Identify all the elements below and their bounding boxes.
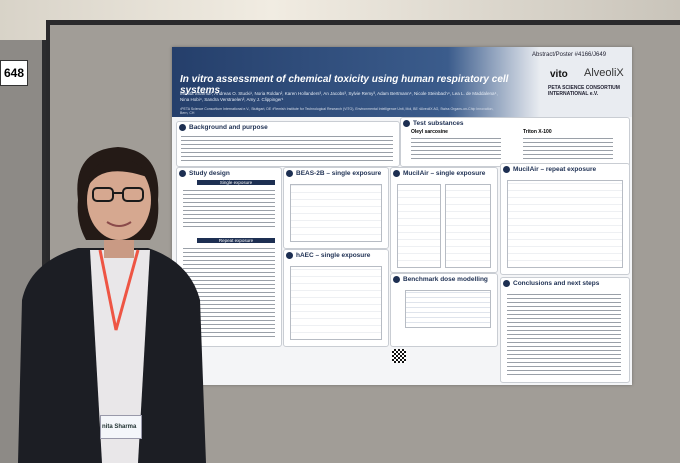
section-heading: BEAS-2B – single exposure [284, 168, 388, 179]
mucilair-repeat-section: MucilAir – repeat exposure [500, 163, 630, 275]
beas-section: BEAS-2B – single exposure [283, 167, 389, 249]
plot [507, 180, 623, 268]
plot [397, 184, 441, 268]
shirt [90, 250, 150, 463]
section-heading: Study design [177, 168, 281, 179]
diagram [183, 190, 275, 230]
logo-vito: vito [550, 69, 568, 80]
logo-peta: PETA SCIENCE CONSORTIUM INTERNATIONAL e.… [548, 85, 620, 97]
body-text [507, 294, 621, 376]
body-text [523, 138, 613, 160]
badge: nita Sharma [100, 415, 142, 439]
section-heading: MucilAir – repeat exposure [501, 164, 629, 175]
plot [445, 184, 491, 268]
plot [290, 266, 382, 340]
conclusions-section: Conclusions and next steps [500, 277, 630, 383]
benchmark-section: Benchmark dose modelling [390, 273, 498, 347]
mucilair-single-section: MucilAir – single exposure [390, 167, 498, 273]
body-text [411, 138, 501, 160]
neck [104, 236, 134, 258]
mouth [106, 221, 132, 227]
face [87, 160, 151, 240]
section-heading: hAEC – single exposure [284, 250, 388, 261]
background-section: Background and purpose [176, 121, 400, 167]
poster-title: In vitro assessment of chemical toxicity… [180, 74, 509, 96]
authors: Monita Sharma¹, Andreas O. Stucki¹, Nori… [180, 91, 498, 102]
lanyard [98, 249, 140, 331]
abstract-number: Abstract/Poster #4166/J649 [532, 52, 607, 58]
glasses [92, 187, 144, 202]
plot [290, 184, 382, 242]
title-bar [172, 47, 632, 117]
body-text [181, 136, 393, 162]
booth-number: 648 [0, 60, 28, 86]
section-heading: MucilAir – single exposure [391, 168, 497, 179]
table [405, 290, 491, 328]
section-heading: Background and purpose [177, 122, 399, 133]
haec-section: hAEC – single exposure [283, 249, 389, 347]
sub-heading: Repeat exposure [197, 238, 275, 243]
hair [86, 158, 150, 190]
section-heading: Test substances [401, 118, 629, 129]
section-heading: Conclusions and next steps [501, 278, 629, 289]
affiliations: ¹PETA Science Consortium International e… [180, 107, 494, 115]
section-heading: Benchmark dose modelling [391, 274, 497, 285]
substance: Oleyl sarcosine [411, 129, 448, 135]
badge-name: nita Sharma [102, 424, 137, 430]
logo-alveolix: AlveoliX [584, 67, 624, 79]
sub-heading: Single exposure [197, 180, 275, 185]
qr-code [392, 349, 406, 363]
substance: Triton X-100 [523, 129, 552, 135]
